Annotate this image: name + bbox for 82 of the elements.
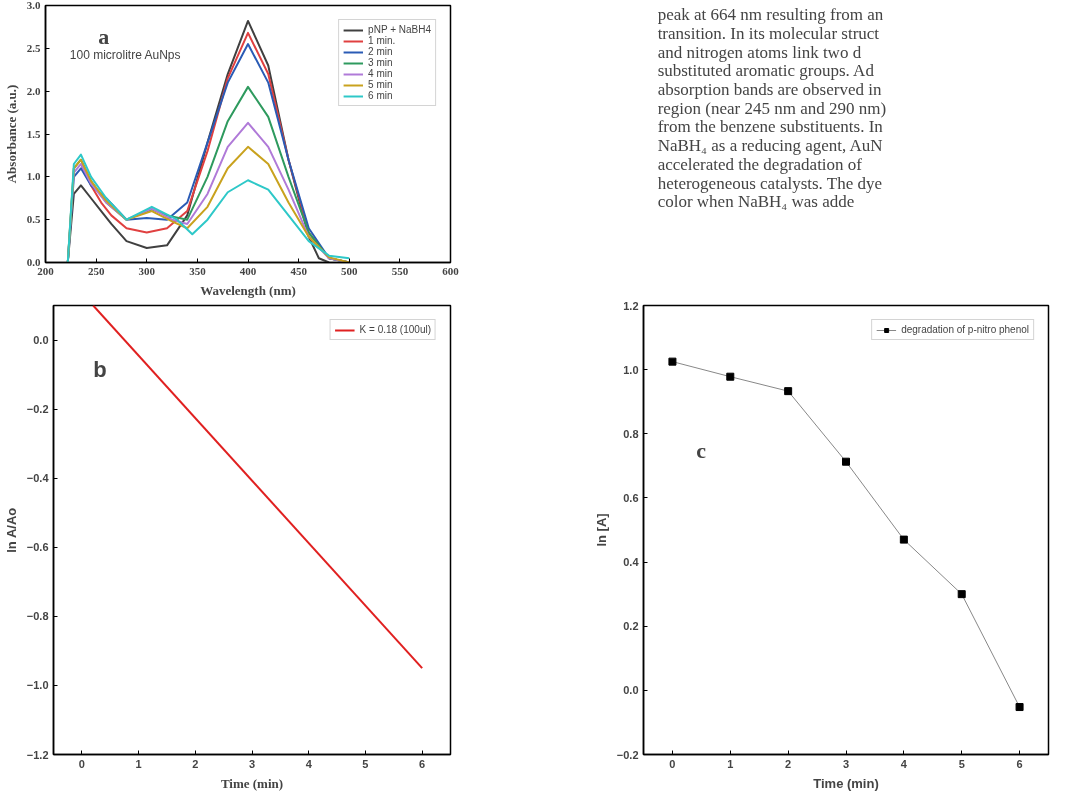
y-tick-label: −0.8 <box>26 610 49 623</box>
x-tick-label: 3 <box>248 757 256 770</box>
x-axis-title: Time (min) <box>220 775 284 791</box>
x-tick-label: 2 <box>192 757 199 770</box>
x-tick-label: 3 <box>842 757 850 770</box>
x-tick-label: 550 <box>391 264 409 277</box>
x-tick-label: 6 <box>1016 757 1023 770</box>
text: transition. In its molecular struct <box>657 23 880 43</box>
annotation: a <box>98 24 110 50</box>
x-axis-title: Wavelength (nm) <box>200 282 296 298</box>
legend-label: K = 0.18 (100ul) <box>359 324 431 335</box>
annotation: b <box>93 356 107 382</box>
x-tick-label: 6 <box>419 757 426 770</box>
y-tick-label: −1.2 <box>26 748 49 761</box>
x-tick-label: 350 <box>189 264 207 277</box>
x-tick-label: 5 <box>362 757 369 770</box>
y-tick-label: 0.5 <box>26 213 41 226</box>
y-tick-label: −0.2 <box>616 748 639 761</box>
legend-label: 2 min <box>368 46 393 57</box>
point <box>726 372 735 381</box>
x-tick-label: 4 <box>305 757 313 770</box>
x-tick-label: 450 <box>290 264 308 277</box>
y-tick-label: 0.4 <box>623 556 640 569</box>
x-tick-label: 1 <box>135 757 142 770</box>
text: and nitrogen atoms link two d <box>657 42 862 62</box>
x-axis-title: Time (min) <box>813 775 879 791</box>
x-tick-label: 400 <box>239 264 257 277</box>
y-tick-label: −0.2 <box>26 403 49 416</box>
text: accelerated the degradation of <box>657 154 863 174</box>
y-tick-label: 0.0 <box>623 684 639 697</box>
x-tick-label: 5 <box>958 757 965 770</box>
point <box>842 457 850 466</box>
x-tick-label: 300 <box>138 264 156 277</box>
line-series <box>66 19 330 263</box>
text: region (near 245 nm and 290 nm) <box>657 98 887 118</box>
y-tick-label: 1.0 <box>26 170 41 183</box>
y-tick-label: 2.5 <box>26 41 41 54</box>
y-tick-label: 1.0 <box>623 363 639 376</box>
point <box>668 357 677 366</box>
y-tick-label: 0.0 <box>33 334 49 347</box>
x-tick-label: 2 <box>785 757 792 770</box>
text: peak at 664 nm resulting from an <box>657 5 884 25</box>
x-tick-label: 1 <box>727 757 734 770</box>
y-axis-title: ln [A] <box>593 513 609 547</box>
x-tick-label: 4 <box>900 757 908 770</box>
legend-label: pNP + NaBH4 <box>368 24 431 35</box>
legend-label: 4 min <box>368 68 393 79</box>
text: heterogeneous catalysts. The dye <box>657 173 883 193</box>
point <box>899 535 908 544</box>
y-tick-label: 0.2 <box>623 620 639 633</box>
y-tick-label: −0.4 <box>26 472 50 485</box>
y-tick-label: −1.0 <box>26 679 49 692</box>
y-axis-title: ln A/Ao <box>3 507 19 553</box>
annotation: 100 microlitre AuNps <box>69 48 181 63</box>
legend-label: 3 min <box>368 57 393 68</box>
text: color when NaBH₄ was adde <box>657 192 855 212</box>
y-tick-label: 1.2 <box>623 299 639 312</box>
text: NaBH₄ as a reducing agent, AuN <box>657 136 883 156</box>
y-axis-title: Absorbance (a.u.) <box>3 84 19 184</box>
y-tick-label: 2.0 <box>26 84 41 97</box>
y-tick-label: 0.6 <box>623 491 639 504</box>
y-tick-label: −0.6 <box>26 541 49 554</box>
text: absorption bands are observed in <box>657 80 882 100</box>
legend-label: 5 min <box>368 79 393 90</box>
y-tick-label: 3.0 <box>26 0 41 11</box>
legend-label: 6 min <box>368 90 393 101</box>
text: from the benzene substituents. In <box>657 117 884 137</box>
legend-label: 1 min. <box>368 35 396 46</box>
x-tick-label: 250 <box>87 264 105 277</box>
x-tick-label: 600 <box>442 264 460 277</box>
x-tick-label: 0 <box>669 757 676 770</box>
legend-label: degradation of p-nitro phenol <box>901 324 1029 335</box>
point <box>784 387 793 396</box>
x-tick-label: 0 <box>78 757 85 770</box>
text: substituted aromatic groups. Ad <box>657 61 875 81</box>
point <box>1015 703 1024 712</box>
y-tick-label: 1.5 <box>26 127 41 140</box>
point <box>957 590 966 599</box>
annotation: c <box>696 437 707 463</box>
y-tick-label: 0.0 <box>26 256 41 268</box>
x-tick-label: 500 <box>341 264 358 277</box>
y-tick-label: 0.8 <box>623 427 639 440</box>
